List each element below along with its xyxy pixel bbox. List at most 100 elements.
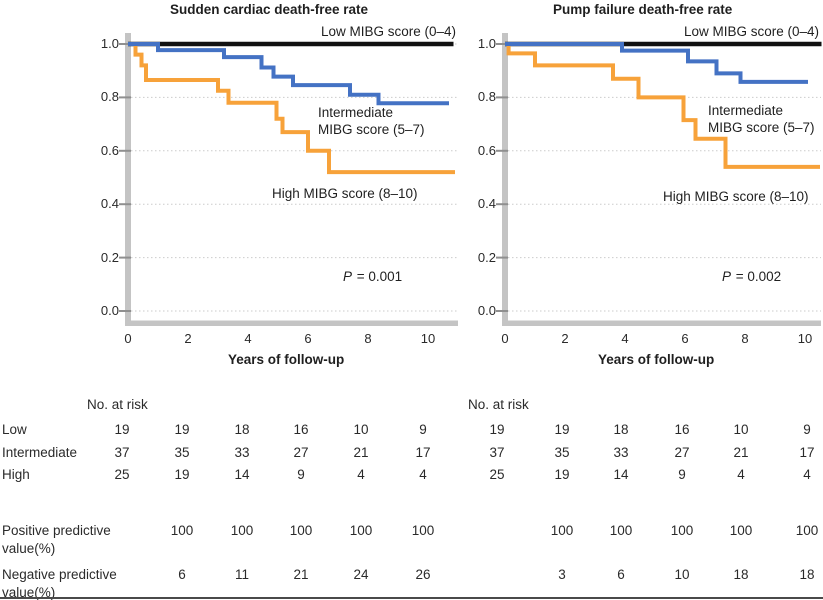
p-symbol: P [343, 269, 353, 284]
ppv-label-line1: Positive predictive [2, 523, 111, 538]
x-tick-label: 6 [681, 331, 689, 346]
predictive-value: 11 [234, 567, 249, 582]
y-tick-label: 0.8 [477, 89, 496, 105]
panel-right-label-low: Low MIBG score (0–4) [683, 24, 819, 39]
risk-value: 9 [678, 467, 686, 482]
risk-value: 19 [554, 422, 570, 437]
y-tick-label: 0.4 [100, 196, 119, 212]
km-plots-svg [119, 33, 822, 326]
risk-value: 19 [114, 422, 130, 437]
panel-left-label-low: Low MIBG score (0–4) [320, 24, 456, 39]
risk-value: 21 [733, 445, 749, 460]
risk-value: 9 [419, 422, 427, 437]
panel-left-label-intermediate-2: MIBG score (5–7) [318, 122, 425, 137]
risk-value: 10 [353, 422, 369, 437]
y-tick-label: 0.0 [477, 303, 496, 318]
y-tick-label: 1.0 [100, 36, 119, 51]
predictive-value: 100 [289, 523, 313, 538]
risk-value: 19 [174, 422, 190, 437]
predictive-value: 100 [795, 523, 819, 538]
predictive-value: 26 [415, 567, 431, 582]
risk-value: 4 [419, 467, 427, 482]
predictive-value: 100 [349, 523, 373, 538]
panel-right-xaxis-title: Years of follow-up [598, 352, 715, 367]
y-tick-label: 0.8 [100, 89, 119, 105]
y-tick-label: 0.6 [100, 142, 119, 158]
predictive-value: 3 [558, 567, 566, 582]
bottom-rule [0, 597, 823, 599]
x-tick-label: 0 [124, 331, 132, 346]
risk-value: 19 [554, 467, 570, 482]
risk-value: 10 [733, 422, 749, 437]
risk-value: 14 [613, 467, 629, 482]
y-tick-label: 0.4 [477, 196, 496, 212]
panel-left-label-high: High MIBG score (8–10) [272, 186, 418, 201]
x-axis-bar [125, 320, 458, 326]
predictive-value: 100 [670, 523, 694, 538]
panel-right-label-intermediate-2: MIBG score (5–7) [708, 120, 815, 135]
risk-value: 4 [357, 467, 365, 482]
km-curve-high [128, 42, 455, 175]
risk-row-label-low: Low [2, 422, 27, 437]
panel-left-label-intermediate-1: Intermediate [318, 105, 394, 120]
risk-value: 17 [799, 445, 815, 460]
risk-value: 4 [803, 467, 811, 482]
risk-value: 9 [297, 467, 305, 482]
km-curve-high [505, 42, 820, 169]
x-tick-label: 10 [420, 331, 436, 346]
risk-value: 33 [613, 445, 629, 460]
x-tick-label: 8 [741, 331, 749, 346]
predictive-value: 6 [178, 567, 186, 582]
p-value-text: = 0.001 [353, 269, 403, 284]
risk-value: 33 [234, 445, 250, 460]
predictive-value: 10 [674, 567, 690, 582]
predictive-value: 100 [609, 523, 633, 538]
predictive-value: 100 [230, 523, 254, 538]
x-tick-label: 8 [364, 331, 372, 346]
panel-left-xaxis-title: Years of follow-up [228, 352, 345, 367]
risk-value: 16 [674, 422, 690, 437]
risk-value: 19 [174, 467, 190, 482]
x-tick-label: 0 [501, 331, 509, 346]
y-tick-label: 0.0 [100, 303, 119, 318]
panel-right-label-high: High MIBG score (8–10) [663, 189, 809, 204]
y-axis-bar [502, 33, 508, 326]
risk-row-label-intermediate: Intermediate [2, 445, 78, 460]
x-tick-label: 6 [304, 331, 312, 346]
km-curve-intermediate [505, 42, 808, 84]
risk-header-left: No. at risk [87, 397, 148, 412]
risk-value: 18 [234, 422, 250, 437]
p-symbol: P [722, 269, 732, 284]
p-value-text: = 0.002 [732, 269, 782, 284]
panel-left-title: Sudden cardiac death-free rate [170, 2, 369, 17]
risk-value: 17 [415, 445, 431, 460]
risk-row-label-high: High [2, 467, 30, 482]
risk-value: 25 [489, 467, 505, 482]
y-tick-label: 0.2 [477, 249, 496, 265]
panel-right-title: Pump failure death-free rate [553, 2, 733, 17]
y-tick-label: 1.0 [477, 36, 496, 51]
y-axis-bar [125, 33, 131, 326]
predictive-value: 100 [550, 523, 574, 538]
risk-value: 35 [554, 445, 570, 460]
risk-value: 37 [114, 445, 130, 460]
panel-right-label-intermediate-1: Intermediate [708, 103, 784, 118]
npv-label-line1: Negative predictive [2, 567, 117, 582]
npv-label-line2: value(%) [2, 585, 56, 600]
risk-value: 37 [489, 445, 505, 460]
risk-value: 19 [489, 422, 505, 437]
predictive-value: 6 [617, 567, 625, 582]
x-axis-bar [502, 320, 821, 326]
risk-value: 9 [803, 422, 811, 437]
risk-value: 27 [293, 445, 309, 460]
x-tick-label: 2 [184, 331, 192, 346]
x-tick-label: 4 [244, 331, 252, 346]
km-curve-intermediate [128, 42, 449, 106]
risk-value: 27 [674, 445, 690, 460]
x-tick-label: 2 [561, 331, 569, 346]
risk-value: 18 [613, 422, 629, 437]
risk-value: 4 [737, 467, 745, 482]
risk-header-right: No. at risk [468, 397, 529, 412]
panel-left-pvalue: P = 0.001 [343, 269, 402, 284]
ppv-label-line2: value(%) [2, 541, 56, 556]
